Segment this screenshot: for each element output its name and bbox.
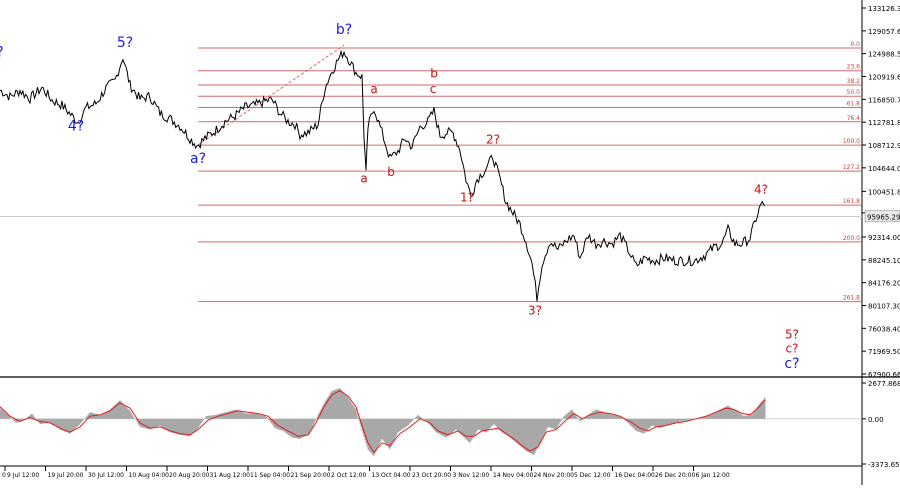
price-tick-label: 112781.80	[868, 119, 900, 127]
price-tick-label: 71969.50	[868, 348, 900, 356]
time-tick-label: 6 Jan 12:00	[696, 472, 730, 479]
oscillator-tick-label: 2677.868	[868, 380, 900, 388]
time-tick-label: 16 Dec 04:00	[615, 472, 656, 479]
time-tick-label: 11 Sep 04:00	[250, 472, 290, 479]
wave-label: ?	[0, 44, 4, 60]
price-tick-label: 67900.66	[868, 371, 900, 379]
time-tick-label: 31 Aug 12:00	[210, 472, 251, 479]
time-tick-label: 10 Aug 04:00	[129, 472, 170, 479]
current-price-label: 95965.29	[867, 214, 900, 222]
fib-level-label: 127.2	[843, 164, 860, 171]
price-tick-label: 129057.60	[868, 28, 900, 36]
wave-label: 3?	[528, 304, 542, 318]
price-tick-label: 92314.00	[868, 234, 900, 242]
time-tick-label: 2 Oct 12:00	[331, 472, 366, 479]
time-tick-label: 9 Jul 12:00	[7, 472, 39, 479]
time-tick-label: 20 Aug 20:00	[169, 472, 210, 479]
wave-label: a	[360, 172, 367, 186]
wave-label: 2?	[486, 132, 500, 146]
wave-label: b	[430, 67, 438, 81]
price-tick-label: 80107.30	[868, 303, 900, 311]
oscillator-signal-line	[0, 390, 766, 454]
fib-level-label: 161.8	[843, 198, 860, 205]
price-tick-label: 100451.80	[868, 188, 900, 196]
wave-trendline	[197, 44, 345, 146]
price-tick-label: 104644.00	[868, 165, 900, 173]
fib-level-label: 38.2	[847, 78, 861, 85]
oscillator-tick-label: -3373.653	[868, 461, 900, 469]
oscillator-tick-label: 0.00	[868, 416, 884, 424]
price-tick-label: 124988.50	[868, 51, 900, 59]
time-tick-label: 3 Nov 12:00	[453, 472, 490, 479]
fib-level-label: 200.0	[843, 235, 860, 242]
time-tick-label: 5 Dec 12:00	[574, 472, 611, 479]
fib-level-label: 0.0	[850, 41, 860, 48]
time-tick-label: 0	[2, 472, 6, 479]
fib-level-label: 61.8	[847, 100, 861, 107]
wave-label: a?	[190, 151, 206, 167]
wave-label: b?	[336, 22, 352, 38]
fib-level-label: 100.0	[843, 138, 860, 145]
wave-label: b	[387, 165, 395, 179]
time-tick-label: 13 Oct 04:00	[372, 472, 411, 479]
time-tick-label: 26 Dec 20:00	[655, 472, 696, 479]
time-tick-label: 24 Nov 20:00	[534, 472, 575, 479]
wave-label: 4?	[754, 182, 768, 196]
wave-label: 5?	[117, 35, 133, 51]
wave-label: c	[430, 82, 437, 96]
price-tick-label: 84176.20	[868, 280, 900, 288]
wave-label: c?	[784, 356, 799, 372]
price-tick-label: 116850.70	[868, 96, 900, 104]
fib-level-label: 76.4	[847, 115, 861, 122]
wave-label: a	[370, 82, 377, 96]
fib-level-label: 23.6	[847, 64, 861, 71]
time-tick-label: 19 Jul 20:00	[48, 472, 84, 479]
price-tick-label: 88245.10	[868, 257, 900, 265]
time-tick-label: 30 Jul 12:00	[88, 472, 124, 479]
wave-label: c?	[786, 342, 799, 356]
price-tick-label: 76038.40	[868, 325, 900, 333]
price-tick-label: 108712.90	[868, 142, 900, 150]
price-tick-label: 120919.60	[868, 73, 900, 81]
current-price-tag	[864, 210, 900, 222]
wave-label: 4?	[68, 118, 84, 134]
oscillator-histogram	[0, 388, 766, 457]
fib-level-label: 261.8	[843, 295, 860, 302]
price-series-line	[0, 49, 766, 302]
wave-label: 1?	[460, 191, 474, 205]
wave-label: 5?	[785, 328, 799, 342]
time-tick-label: 23 Oct 20:00	[412, 472, 451, 479]
time-tick-label: 14 Nov 04:00	[493, 472, 534, 479]
price-tick-label: 133126.30	[868, 5, 900, 13]
fib-level-label: 50.0	[847, 89, 861, 96]
time-tick-label: 21 Sep 20:00	[291, 472, 331, 479]
